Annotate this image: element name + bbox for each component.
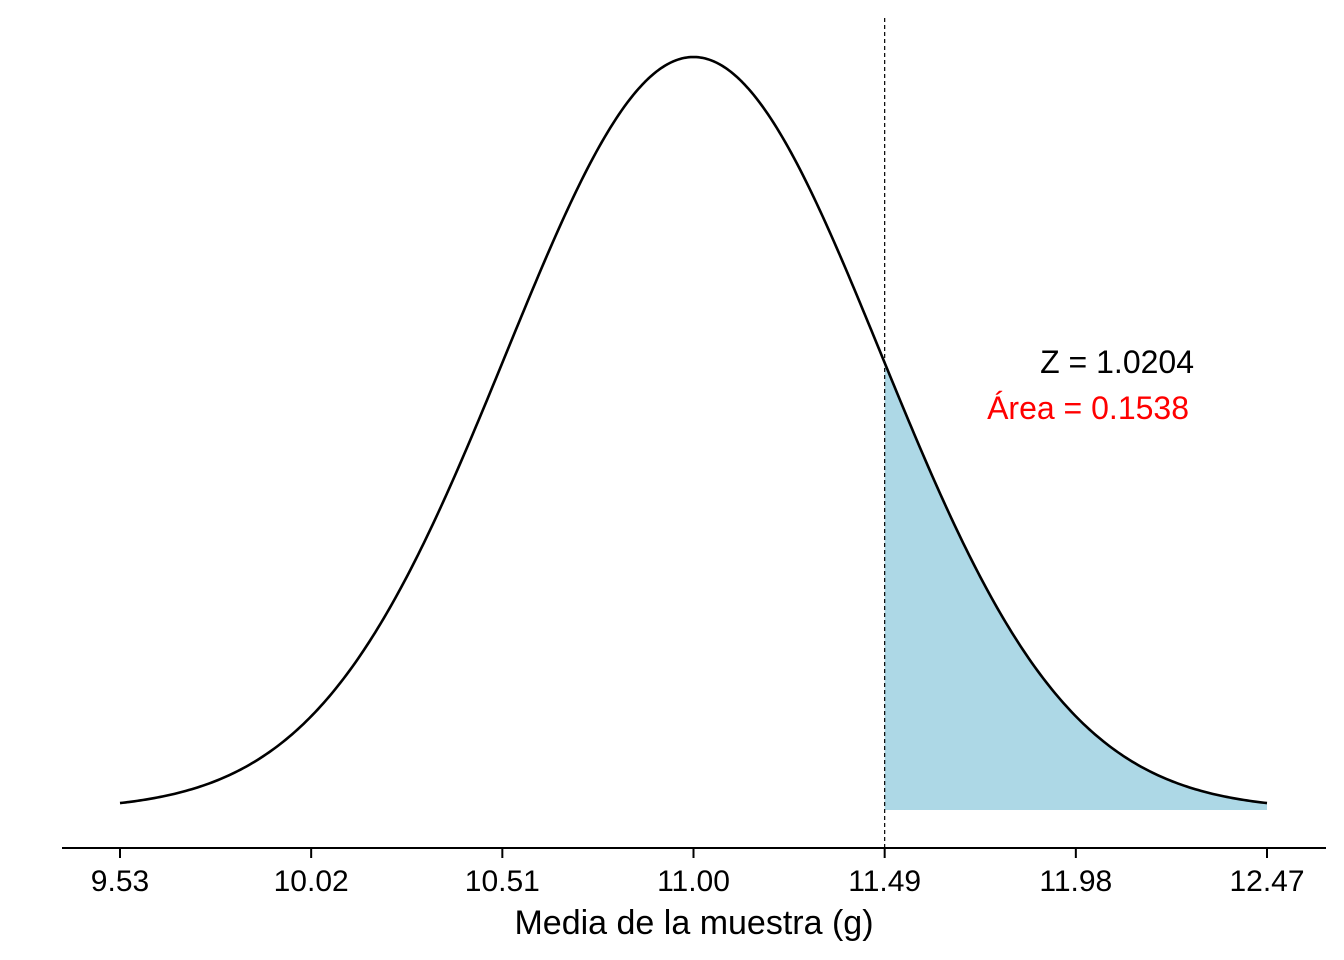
area-annotation: Área = 0.1538 [987, 390, 1189, 426]
x-tick-label: 10.51 [465, 865, 540, 898]
x-axis-title: Media de la muestra (g) [514, 904, 873, 942]
z-score-annotation: Z = 1.0204 [1040, 344, 1194, 380]
x-tick-label: 12.47 [1229, 865, 1304, 898]
x-tick-label: 11.49 [848, 865, 921, 898]
x-tick-label: 10.02 [274, 865, 349, 898]
x-tick-label: 11.00 [657, 865, 730, 898]
density-curve [119, 55, 1268, 805]
x-axis-ticks: 9.53 10.02 10.51 11.00 11.49 11.98 12.47 [91, 848, 1305, 898]
x-tick-label: 11.98 [1039, 865, 1112, 898]
shaded-tail-area [884, 362, 1267, 810]
x-tick-label: 9.53 [91, 865, 149, 898]
